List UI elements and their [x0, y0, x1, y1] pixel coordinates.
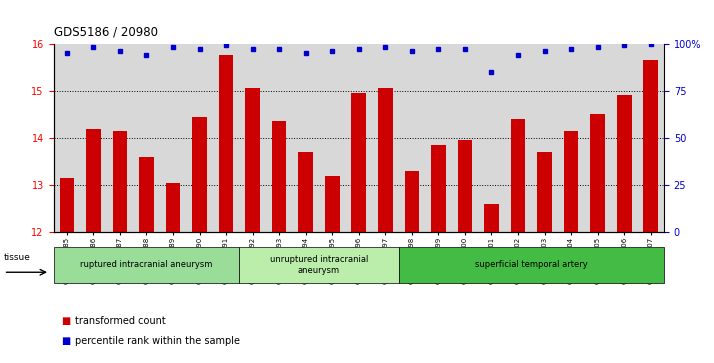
Bar: [218, 55, 233, 232]
Text: ruptured intracranial aneurysm: ruptured intracranial aneurysm: [80, 261, 213, 269]
Bar: [537, 152, 552, 232]
Bar: [431, 145, 446, 232]
Bar: [484, 204, 499, 232]
Bar: [564, 131, 578, 232]
Bar: [643, 60, 658, 232]
Bar: [192, 117, 207, 232]
Bar: [590, 114, 605, 232]
Bar: [325, 176, 340, 232]
Bar: [405, 171, 419, 232]
Bar: [139, 157, 154, 232]
Bar: [113, 131, 127, 232]
Text: percentile rank within the sample: percentile rank within the sample: [75, 336, 240, 346]
Bar: [378, 88, 393, 232]
Bar: [458, 140, 472, 232]
Bar: [166, 183, 181, 232]
Bar: [298, 152, 313, 232]
Bar: [511, 119, 526, 232]
Text: transformed count: transformed count: [75, 316, 166, 326]
Text: superficial temporal artery: superficial temporal artery: [475, 261, 588, 269]
Text: GDS5186 / 20980: GDS5186 / 20980: [54, 25, 158, 38]
Text: unruptured intracranial
aneurysm: unruptured intracranial aneurysm: [270, 255, 368, 275]
Bar: [59, 178, 74, 232]
Bar: [351, 93, 366, 232]
Text: ■: ■: [61, 336, 70, 346]
Bar: [272, 121, 286, 232]
Bar: [617, 95, 631, 232]
Bar: [86, 129, 101, 232]
Text: tissue: tissue: [4, 253, 31, 261]
Bar: [246, 88, 260, 232]
Text: ■: ■: [61, 316, 70, 326]
